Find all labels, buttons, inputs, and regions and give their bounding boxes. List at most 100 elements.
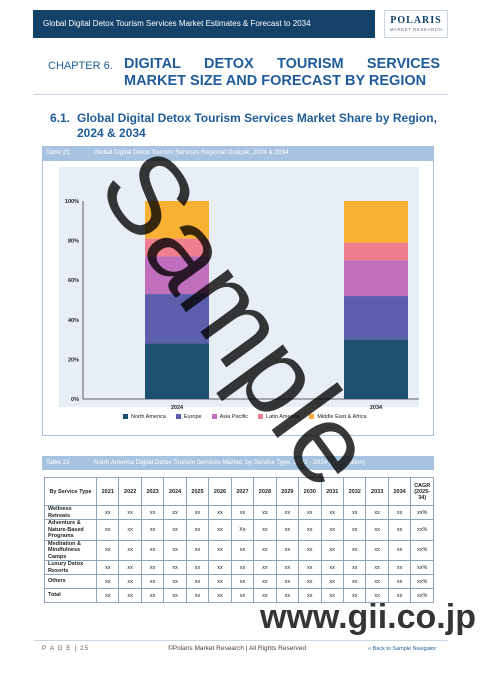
table-cell: xx — [163, 539, 187, 561]
table-cell: xx — [253, 574, 277, 589]
table-cell: xx — [118, 519, 142, 541]
table-cell: xx — [208, 505, 232, 520]
row-label: Adventure & Nature-Based Programs — [44, 519, 97, 541]
table-cell: xx — [365, 505, 389, 520]
table-cell: xx — [230, 588, 255, 603]
header-year: 2025 — [185, 477, 210, 506]
table-cell: xx — [140, 574, 165, 589]
chart-frame: 0% 20% 40% 60% 80% 100% 2024 2034 North America… — [42, 160, 434, 436]
table-cell: xx — [320, 560, 344, 575]
row-label: Meditation & Mindfulness Camps — [44, 539, 97, 561]
table22-number: Table 22 — [46, 459, 70, 466]
y-tick-label: 60% — [68, 278, 79, 284]
table-cell: xx — [208, 560, 232, 575]
table-body: Wellness Retreats xx xx xx xx xx xx xx xx xx xx xx x… — [44, 505, 434, 603]
table-cell: xx — [208, 588, 232, 603]
table-cell: xx — [95, 588, 120, 603]
bar-segment-middle-east-africa-2024 — [145, 201, 209, 239]
chapter-label: CHAPTER 6. — [48, 60, 113, 72]
table-cell: xx — [118, 588, 142, 603]
legend-item: Latin America — [258, 414, 299, 420]
legend-label: Europe — [183, 414, 202, 420]
row-label: Total — [44, 588, 97, 603]
bar-segment-north-america-2024 — [145, 343, 209, 399]
table-cell: xx — [230, 574, 255, 589]
header-year: 2028 — [253, 477, 277, 506]
x-tick-label: 2034 — [370, 405, 383, 411]
back-to-navigator-link[interactable]: « Back to Sample Navigator — [368, 646, 437, 652]
table-cell: xx — [275, 519, 300, 541]
market-table: By Service Type 2021 2022 2023 2024 2025 2026 2… — [44, 477, 434, 603]
table-cell: xx — [118, 560, 142, 575]
table-cell: xx — [95, 505, 120, 520]
legend-swatch — [123, 414, 128, 420]
bar-segment-middle-east-africa-2034 — [344, 201, 408, 243]
cagr-cell: xx% — [410, 560, 434, 575]
table-cell: xx — [365, 574, 389, 589]
table-cell: xx — [298, 519, 322, 541]
table-cell: xx — [163, 505, 187, 520]
copyright-text: ©Polaris Market Research | All Rights Re… — [168, 645, 306, 652]
table-cell: xx — [253, 539, 277, 561]
table-cell: xx — [140, 560, 165, 575]
table-cell: xx — [163, 519, 187, 541]
table-cell: xx — [208, 539, 232, 561]
table21-number: Table 21 — [46, 149, 70, 156]
legend-swatch — [309, 414, 315, 420]
footer-divider — [34, 640, 448, 641]
table-cell: xx — [298, 505, 322, 520]
y-tick-label: 80% — [68, 239, 79, 245]
table-cell: xx — [365, 560, 389, 575]
table-cell: xx — [253, 519, 277, 541]
table-cell: xx — [185, 588, 210, 603]
table-cell: xx — [342, 574, 367, 589]
legend-swatch — [175, 414, 181, 420]
legend-swatch — [211, 414, 217, 420]
bar-segment-north-america-2034 — [344, 339, 408, 399]
table-cell: xx — [95, 574, 120, 589]
legend-item: North America — [123, 414, 166, 420]
table-cell: xx — [163, 560, 187, 575]
table-cell: xx — [95, 560, 120, 575]
table-cell: xx — [387, 574, 412, 589]
table-cell: xx — [387, 505, 412, 520]
header-title: Global Digital Detox Tourism Services Ma… — [43, 19, 311, 28]
table-cell: xx — [230, 505, 255, 520]
table-cell: xx — [118, 505, 142, 520]
table-cell: xx — [342, 505, 367, 520]
bar-segment-asia-pacific-2034 — [344, 260, 408, 297]
table-row: Luxury Detox Resorts xx xx xx xx xx xx xx xx xx xx… — [44, 560, 434, 575]
table-cell: xx — [365, 539, 389, 561]
row-label: Wellness Retreats — [44, 505, 97, 520]
table-cell: xx — [342, 539, 367, 561]
y-tick-label: 100% — [65, 199, 79, 205]
header-bar: Global Digital Detox Tourism Services Ma… — [33, 10, 375, 38]
table-cell: xx — [163, 588, 187, 603]
cagr-cell: xx% — [410, 574, 434, 589]
header-year: 2032 — [342, 477, 367, 506]
row-label: Others — [44, 574, 97, 589]
polaris-logo: POLARIS MARKET RESEARCH — [384, 10, 448, 38]
table-cell: Xx — [230, 519, 255, 541]
table-cell: xx — [275, 560, 300, 575]
row-label: Luxury Detox Resorts — [44, 560, 97, 575]
table-cell: xx — [298, 560, 322, 575]
table-cell: xx — [387, 519, 412, 541]
table-cell: xx — [387, 588, 412, 603]
table-cell: xx — [365, 519, 389, 541]
header-year: 2024 — [163, 477, 187, 506]
table22-caption: Table 22 North America Digital Detox Tou… — [42, 456, 434, 470]
table-row: Wellness Retreats xx xx xx xx xx xx xx xx xx xx xx x… — [44, 505, 434, 520]
bar-segment-europe-2034 — [344, 296, 408, 340]
table-cell: xx — [275, 539, 300, 561]
table22-title: North America Digital Detox Tourism Serv… — [94, 459, 365, 466]
table-cell: xx — [275, 574, 300, 589]
table-cell: xx — [208, 519, 232, 541]
legend-label: Middle East & Africa — [317, 414, 367, 420]
header-year: 2021 — [95, 477, 120, 506]
cagr-cell: xx% — [410, 539, 434, 561]
table-cell: xx — [342, 588, 367, 603]
section-title: Global Digital Detox Tourism Services Ma… — [77, 111, 437, 140]
legend-label: Latin America — [266, 414, 300, 420]
table-cell: xx — [95, 539, 120, 561]
